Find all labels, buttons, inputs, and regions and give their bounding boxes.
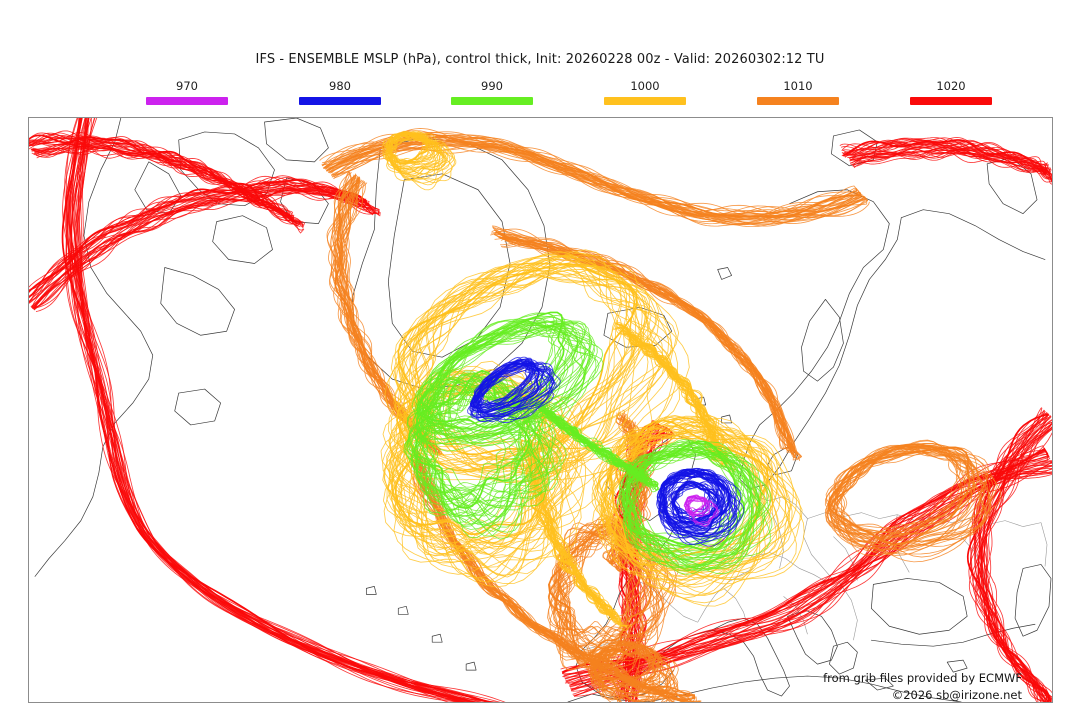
- page-title: IFS - ENSEMBLE MSLP (hPa), control thick…: [255, 52, 825, 67]
- credits: from grib files provided by ECMWF ©2026 …: [823, 670, 1022, 704]
- map-panel[interactable]: [28, 117, 1053, 703]
- credit-copyright: ©2026 sb@irizone.net: [891, 688, 1022, 702]
- legend-item-970: 970: [107, 80, 267, 105]
- legend-label: 1000: [630, 79, 660, 93]
- legend-swatch-980: [299, 97, 381, 105]
- legend-item-980: 980: [260, 80, 420, 105]
- legend-item-1000: 1000: [565, 80, 725, 105]
- credit-source: from grib files provided by ECMWF: [823, 671, 1022, 685]
- ensemble-contour-plot: [29, 118, 1052, 702]
- legend-label: 980: [329, 79, 351, 93]
- ensemble-contours-layer: [29, 118, 1052, 702]
- legend-label: 990: [481, 79, 503, 93]
- legend-item-1020: 1020: [871, 80, 1031, 105]
- legend-label: 1020: [936, 79, 966, 93]
- legend-label: 1010: [783, 79, 813, 93]
- legend-label: 970: [176, 79, 198, 93]
- legend: 970 980 990 1000 1010 1020: [28, 80, 1053, 110]
- legend-swatch-970: [146, 97, 228, 105]
- legend-swatch-1000: [604, 97, 686, 105]
- legend-swatch-1020: [910, 97, 992, 105]
- legend-item-1010: 1010: [718, 80, 878, 105]
- legend-swatch-990: [451, 97, 533, 105]
- legend-swatch-1010: [757, 97, 839, 105]
- legend-item-990: 990: [412, 80, 572, 105]
